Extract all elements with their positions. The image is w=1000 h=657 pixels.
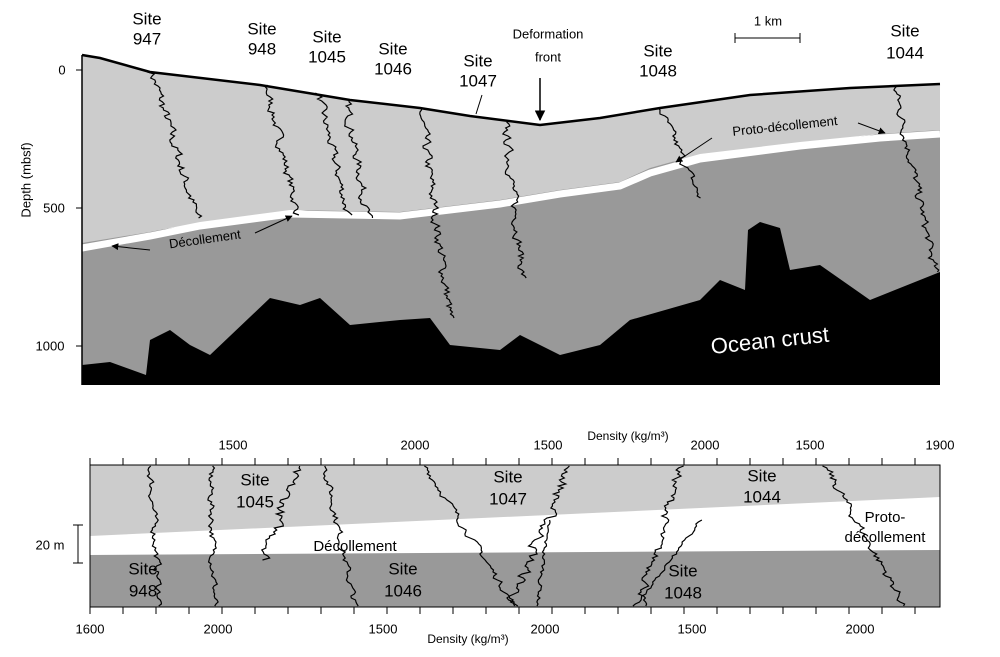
bottom-tick-label: 2000	[204, 621, 233, 636]
light-band	[90, 465, 940, 536]
density-log	[501, 121, 527, 279]
density-log	[637, 465, 684, 607]
site-label: Site	[247, 19, 276, 38]
site-label: 1047	[459, 71, 497, 90]
site-label: Site	[128, 559, 157, 578]
site-label: 1044	[743, 487, 781, 506]
density-log	[658, 107, 701, 199]
site-label: Site	[378, 39, 407, 58]
bottom-tick-label: 1500	[678, 621, 707, 636]
density-log	[419, 107, 455, 319]
density-log	[536, 519, 551, 607]
top-tick-label: 2000	[401, 437, 430, 452]
site-label: 948	[129, 581, 157, 600]
cross-section: 0 500 1000 Depth (mbsf) Site 947 Site 94…	[18, 9, 941, 385]
density-log	[322, 465, 359, 607]
top-tick-label: 1900	[926, 437, 955, 452]
y-tick-label: 0	[58, 62, 65, 77]
bottom-tick-label: 2000	[531, 621, 560, 636]
top-tick-label: 1500	[796, 437, 825, 452]
site-label: 1047	[489, 489, 527, 508]
arrow	[675, 137, 713, 163]
accreted-sediment	[82, 55, 940, 243]
bottom-tick-label: 1500	[369, 621, 398, 636]
arrow	[254, 215, 293, 234]
pointer	[475, 94, 483, 115]
density-log	[264, 84, 300, 216]
dark-band	[90, 550, 940, 607]
density-log	[632, 519, 703, 607]
site-label: 1045	[308, 47, 346, 66]
site-label: Site	[668, 561, 697, 580]
detail-panel: 1500 2000 1500 2000 1500 1900 Density (k…	[36, 429, 955, 646]
y-axis-label: Depth (mbsf)	[18, 142, 33, 217]
site-label: Site	[747, 466, 776, 485]
site-label: Site	[312, 27, 341, 46]
site-label: 947	[133, 29, 161, 48]
seafloor	[81, 53, 941, 127]
y-tick-label: 500	[43, 200, 65, 215]
density-log	[344, 99, 374, 219]
site-label: 1046	[384, 581, 422, 600]
site-label: 948	[248, 39, 276, 58]
site-label: Site	[388, 559, 417, 578]
scale-label: 1 km	[754, 13, 782, 28]
arrow	[857, 122, 886, 135]
site-label: Site	[463, 51, 492, 70]
site-label: Site	[132, 9, 161, 28]
site-label: Site	[493, 467, 522, 486]
ocean-crust	[82, 222, 940, 385]
site-label: 1046	[374, 59, 412, 78]
density-log	[260, 465, 302, 561]
decollement-label: Décollement	[313, 538, 397, 555]
y-tick-label: 1000	[36, 338, 65, 353]
bottom-tick-label: 1600	[76, 621, 105, 636]
deformation-front-label: Deformation	[513, 26, 584, 41]
arrow	[111, 243, 151, 251]
scale-label: 20 m	[36, 537, 65, 552]
site-label: Site	[643, 41, 672, 60]
site-label: Site	[240, 470, 269, 489]
bottom-tick-label: 2000	[846, 621, 875, 636]
density-log	[506, 465, 570, 607]
density-log	[424, 465, 519, 607]
density-log	[315, 92, 353, 216]
site-label: Site	[890, 21, 919, 40]
top-axis-title: Density (kg/m³)	[587, 429, 668, 443]
deformation-front-label: front	[535, 49, 561, 64]
top-tick-label: 2000	[691, 437, 720, 452]
bottom-axis-title: Density (kg/m³)	[427, 632, 508, 646]
density-log	[822, 465, 906, 607]
top-tick-label: 1500	[534, 437, 563, 452]
top-tick-label: 1500	[219, 437, 248, 452]
density-log	[207, 465, 219, 607]
proto-decollement-label: Proto-	[865, 509, 906, 526]
density-log	[893, 85, 940, 273]
proto-decollement-label: décollement	[845, 529, 927, 546]
site-label: 1048	[639, 61, 677, 80]
decollement-zone	[81, 130, 941, 252]
site-label: 1048	[664, 583, 702, 602]
density-log	[147, 71, 203, 219]
density-log	[146, 465, 163, 607]
panel-frame	[89, 464, 941, 608]
site-label: 1045	[236, 492, 274, 511]
site-label: 1044	[886, 43, 924, 62]
